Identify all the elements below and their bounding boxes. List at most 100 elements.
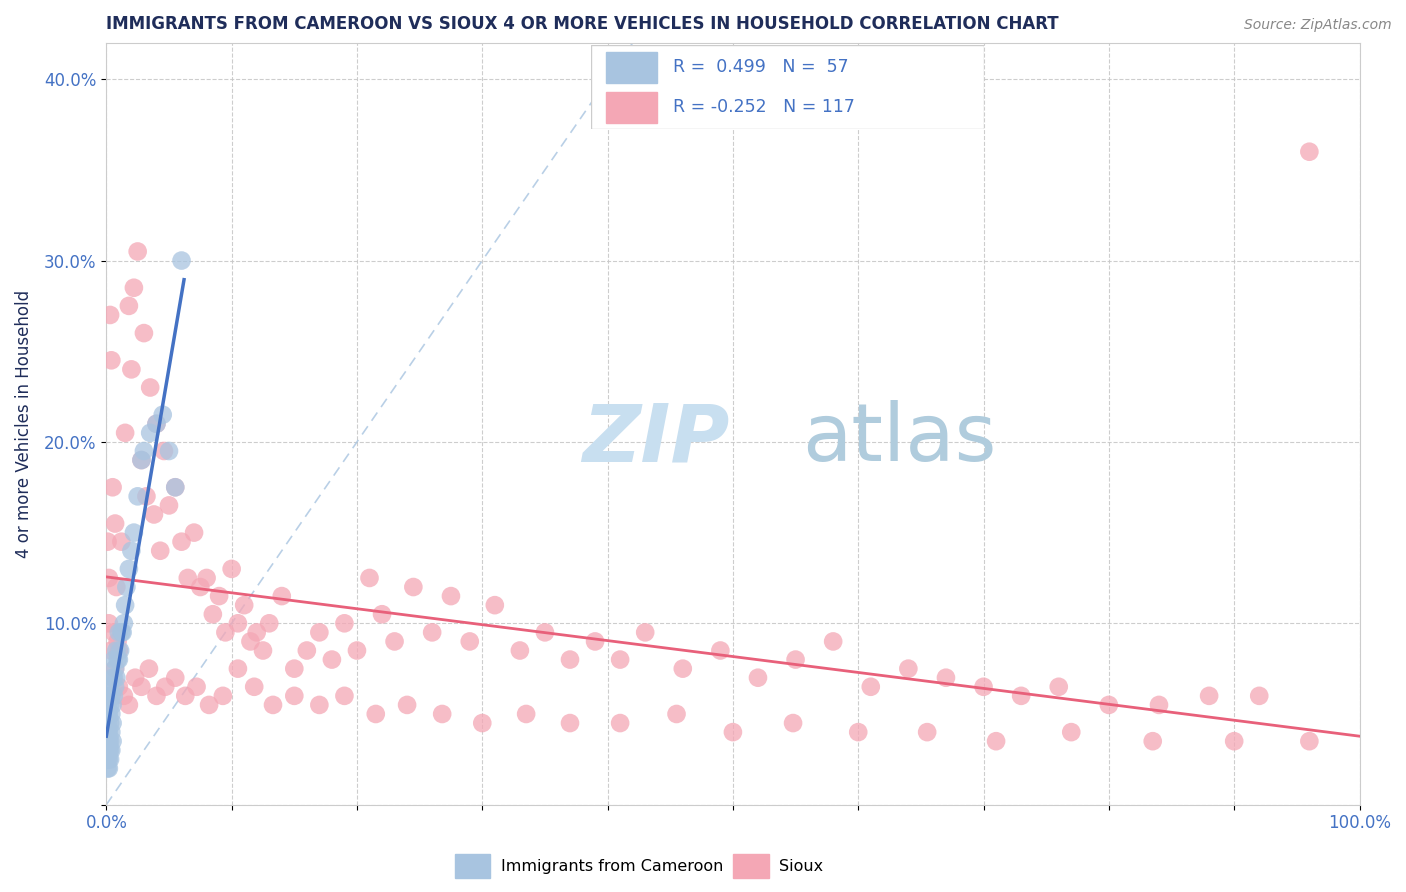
- Point: [165, 480, 187, 494]
- Point: [558, 716, 581, 731]
- Point: [214, 625, 236, 640]
- Point: [239, 634, 262, 648]
- Point: [105, 643, 128, 657]
- Point: [1198, 689, 1220, 703]
- Point: [100, 725, 122, 739]
- Point: [149, 543, 172, 558]
- Point: [226, 616, 249, 631]
- Point: [131, 453, 153, 467]
- Point: [120, 543, 142, 558]
- Point: [98, 716, 121, 731]
- Point: [295, 643, 318, 657]
- Point: [458, 634, 481, 648]
- Point: [165, 480, 187, 494]
- Point: [97, 752, 120, 766]
- Point: [104, 662, 127, 676]
- Point: [509, 643, 531, 657]
- Point: [212, 689, 235, 703]
- Point: [118, 299, 141, 313]
- Point: [98, 308, 121, 322]
- Point: [747, 671, 769, 685]
- Point: [124, 671, 146, 685]
- Text: R = -0.252   N = 117: R = -0.252 N = 117: [673, 98, 855, 116]
- Y-axis label: 4 or more Vehicles in Household: 4 or more Vehicles in Household: [15, 290, 32, 558]
- Point: [101, 734, 124, 748]
- Point: [984, 734, 1007, 748]
- Point: [283, 689, 305, 703]
- Point: [98, 743, 121, 757]
- Point: [103, 689, 125, 703]
- Point: [709, 643, 731, 657]
- Point: [201, 607, 224, 622]
- Point: [402, 580, 425, 594]
- Bar: [456, 855, 491, 878]
- Point: [471, 716, 494, 731]
- Point: [897, 662, 920, 676]
- Point: [108, 643, 131, 657]
- Point: [170, 534, 193, 549]
- Point: [333, 616, 356, 631]
- Point: [152, 408, 174, 422]
- Point: [103, 652, 125, 666]
- Point: [420, 625, 443, 640]
- Point: [157, 499, 180, 513]
- Point: [609, 716, 631, 731]
- Point: [97, 716, 120, 731]
- Point: [484, 598, 506, 612]
- Point: [101, 716, 124, 731]
- Point: [846, 725, 869, 739]
- Point: [859, 680, 882, 694]
- FancyBboxPatch shape: [591, 45, 984, 129]
- Point: [108, 652, 131, 666]
- Point: [105, 580, 128, 594]
- Text: atlas: atlas: [801, 400, 997, 478]
- Point: [333, 689, 356, 703]
- Point: [915, 725, 938, 739]
- Point: [1098, 698, 1121, 712]
- Point: [1147, 698, 1170, 712]
- Point: [782, 716, 804, 731]
- Point: [114, 598, 136, 612]
- Point: [97, 689, 120, 703]
- Point: [396, 698, 419, 712]
- Point: [246, 625, 269, 640]
- Point: [97, 534, 120, 549]
- Point: [114, 425, 136, 440]
- Point: [364, 706, 387, 721]
- Point: [177, 571, 200, 585]
- Point: [97, 725, 120, 739]
- Point: [97, 743, 120, 757]
- Point: [107, 634, 129, 648]
- Point: [1298, 145, 1320, 159]
- Point: [105, 671, 128, 685]
- Point: [183, 525, 205, 540]
- Point: [135, 489, 157, 503]
- Point: [100, 353, 122, 368]
- Point: [145, 417, 167, 431]
- Point: [440, 589, 463, 603]
- Point: [100, 643, 122, 657]
- Point: [101, 671, 124, 685]
- Text: R =  0.499   N =  57: R = 0.499 N = 57: [673, 58, 849, 76]
- Point: [257, 616, 280, 631]
- Point: [131, 453, 153, 467]
- Point: [226, 662, 249, 676]
- Point: [142, 508, 165, 522]
- Point: [103, 625, 125, 640]
- Point: [346, 643, 368, 657]
- Point: [384, 634, 406, 648]
- Point: [823, 634, 845, 648]
- Point: [153, 444, 176, 458]
- Point: [104, 662, 127, 676]
- Point: [188, 580, 211, 594]
- Point: [609, 652, 631, 666]
- Point: [221, 562, 243, 576]
- Point: [139, 380, 162, 394]
- Point: [97, 743, 120, 757]
- Point: [97, 616, 120, 631]
- Point: [155, 680, 177, 694]
- Point: [120, 362, 142, 376]
- Point: [534, 625, 557, 640]
- Text: ZIP: ZIP: [582, 400, 730, 478]
- Point: [108, 643, 131, 657]
